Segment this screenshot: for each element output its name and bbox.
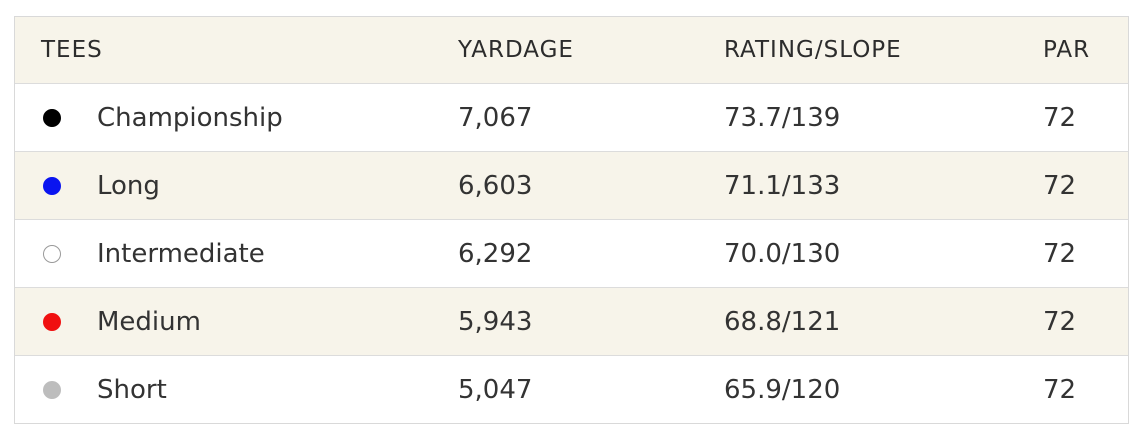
tee-name: Short xyxy=(97,374,167,405)
yardage-value: 7,067 xyxy=(458,102,533,133)
table-row: Short 5,047 65.9/120 72 xyxy=(15,355,1128,423)
tee-marker-icon xyxy=(43,176,61,195)
header-rating-slope: RATING/SLOPE xyxy=(724,37,902,63)
tee-marker-icon xyxy=(43,312,61,331)
header-yardage: YARDAGE xyxy=(458,37,574,63)
rating-slope-value: 70.0/130 xyxy=(724,238,841,269)
table-row: Intermediate 6,292 70.0/130 72 xyxy=(15,219,1128,287)
yardage-value: 5,943 xyxy=(458,306,533,337)
table-header: TEES YARDAGE RATING/SLOPE PAR xyxy=(15,17,1128,83)
rating-slope-value: 65.9/120 xyxy=(724,374,841,405)
tee-marker-icon xyxy=(43,244,61,263)
tee-name: Long xyxy=(97,170,160,201)
header-tees: TEES xyxy=(41,37,103,63)
yardage-value: 6,292 xyxy=(458,238,533,269)
tee-name: Medium xyxy=(97,306,201,337)
par-value: 72 xyxy=(1043,374,1077,405)
tee-name: Intermediate xyxy=(97,238,265,269)
header-par: PAR xyxy=(1043,37,1091,63)
tee-name: Championship xyxy=(97,102,283,133)
tee-marker-icon xyxy=(43,108,61,127)
par-value: 72 xyxy=(1043,102,1077,133)
rating-slope-value: 73.7/139 xyxy=(724,102,841,133)
rating-slope-value: 71.1/133 xyxy=(724,170,841,201)
table-row: Long 6,603 71.1/133 72 xyxy=(15,151,1128,219)
rating-slope-value: 68.8/121 xyxy=(724,306,841,337)
table-row: Medium 5,943 68.8/121 72 xyxy=(15,287,1128,355)
par-value: 72 xyxy=(1043,170,1077,201)
table-row: Championship 7,067 73.7/139 72 xyxy=(15,83,1128,151)
tee-marker-icon xyxy=(43,380,61,399)
tees-table: TEES YARDAGE RATING/SLOPE PAR Championsh… xyxy=(14,16,1129,424)
par-value: 72 xyxy=(1043,238,1077,269)
par-value: 72 xyxy=(1043,306,1077,337)
yardage-value: 5,047 xyxy=(458,374,533,405)
yardage-value: 6,603 xyxy=(458,170,533,201)
